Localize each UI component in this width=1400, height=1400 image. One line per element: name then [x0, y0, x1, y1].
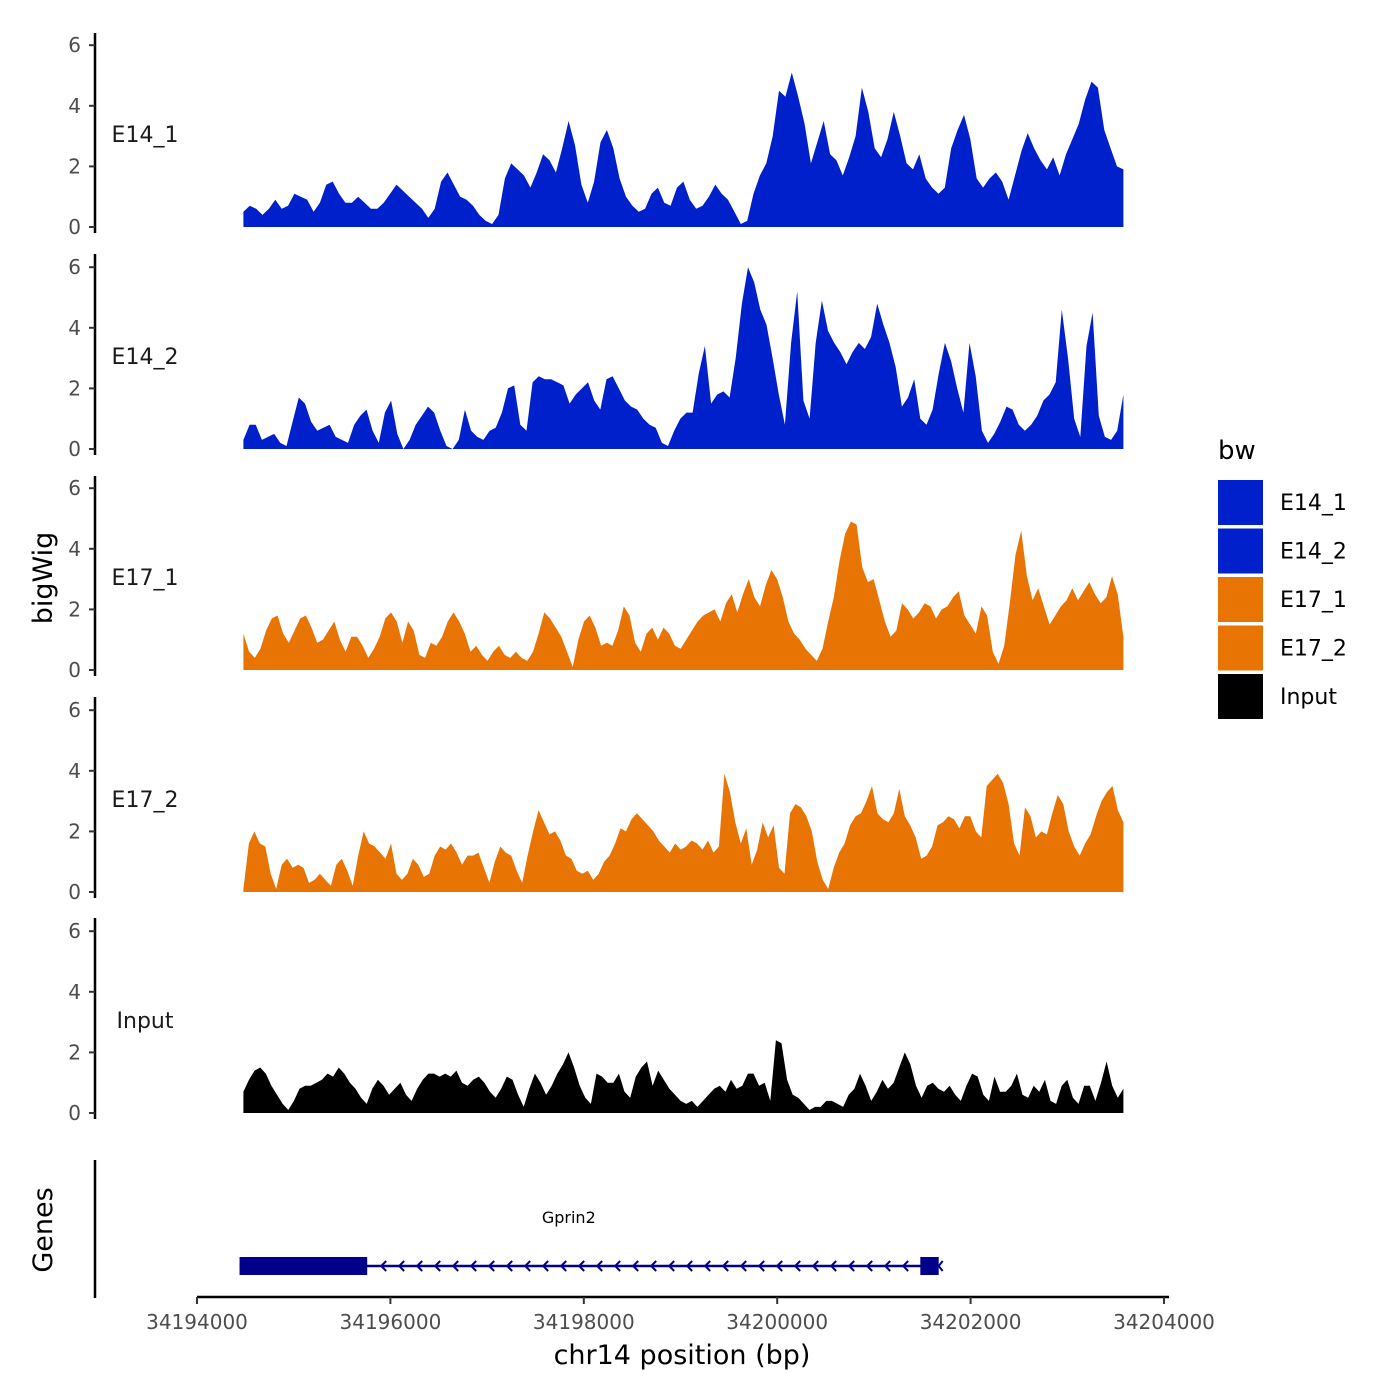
- track-panels: 0 2 4 6 E14_1 0 2 4 6 E14_2 0 2 4 6 E17_1 0 2 4 6 E17_2 0 2 4 6…: [68, 33, 1124, 1125]
- legend-label: Input: [1280, 685, 1337, 710]
- strand-arrow: [397, 1260, 405, 1272]
- strand-arrow: [649, 1260, 657, 1272]
- legend-swatch: [1218, 480, 1263, 525]
- strand-arrow: [379, 1260, 387, 1272]
- y-tick-label: 4: [68, 316, 81, 340]
- legend-label: E14_2: [1280, 540, 1347, 565]
- area-e17-2: [243, 773, 1124, 892]
- y-tick-label: 6: [68, 255, 81, 279]
- strand-arrow: [685, 1260, 693, 1272]
- y-tick-label: 0: [68, 880, 81, 904]
- area-e14-1: [243, 72, 1124, 227]
- legend-swatch: [1218, 577, 1263, 622]
- x-tick-label: 34204000: [1113, 1310, 1215, 1334]
- gene-track: Gprin2: [93, 1160, 944, 1298]
- y-tick-label: 2: [68, 154, 81, 178]
- panel-label: E14_2: [112, 345, 179, 370]
- y-tick-label: 0: [68, 437, 81, 461]
- legend-swatch: [1218, 674, 1263, 719]
- y-tick-label: 4: [68, 759, 81, 783]
- panel-label: E17_1: [112, 566, 179, 591]
- y-tick-label: 6: [68, 698, 81, 722]
- strand-arrow: [469, 1260, 477, 1272]
- x-axis: 34194000 34196000 34198000 34200000 34202000…: [146, 1295, 1215, 1334]
- y-tick-label: 4: [68, 980, 81, 1004]
- strand-arrow: [559, 1260, 567, 1272]
- legend-title: bw: [1218, 436, 1256, 466]
- strand-arrow: [811, 1260, 819, 1272]
- panel-e14-1: 0 2 4 6 E14_1: [68, 33, 1124, 239]
- legend-label: E17_1: [1280, 588, 1347, 613]
- area-e14-2: [243, 267, 1124, 449]
- gene-label: Gprin2: [542, 1208, 596, 1227]
- x-tick-label: 34196000: [340, 1310, 442, 1334]
- strand-arrow: [883, 1260, 891, 1272]
- area-input: [243, 1040, 1124, 1113]
- x-tick-label: 34198000: [533, 1310, 635, 1334]
- panel-e14-2: 0 2 4 6 E14_2: [68, 254, 1124, 461]
- legend-swatch: [1218, 528, 1263, 574]
- panel-e17-1: 0 2 4 6 E17_1: [68, 476, 1124, 682]
- y-tick-label: 2: [68, 376, 81, 400]
- strand-arrow: [415, 1260, 423, 1272]
- panel-e17-2: 0 2 4 6 E17_2: [68, 697, 1124, 904]
- strand-arrow: [613, 1260, 621, 1272]
- strand-arrow: [721, 1260, 729, 1272]
- strand-arrow: [847, 1260, 855, 1272]
- panel-label: Input: [117, 1009, 174, 1034]
- x-tick-label: 34200000: [726, 1310, 828, 1334]
- gene-exon: [920, 1257, 939, 1275]
- y-tick-label: 4: [68, 94, 81, 118]
- legend-swatch: [1218, 625, 1263, 671]
- y-tick-label: 4: [68, 537, 81, 561]
- y-tick-label: 6: [68, 33, 81, 57]
- x-axis-title: chr14 position (bp): [554, 1340, 811, 1371]
- strand-arrow: [595, 1260, 603, 1272]
- strand-arrow: [901, 1260, 909, 1272]
- y-tick-label: 2: [68, 1040, 81, 1064]
- strand-arrow: [541, 1260, 549, 1272]
- strand-arrow: [631, 1260, 639, 1272]
- y-tick-label: 0: [68, 215, 81, 239]
- strand-arrow: [775, 1260, 783, 1272]
- y-tick-label: 2: [68, 597, 81, 621]
- panel-label: E17_2: [112, 788, 179, 813]
- legend-label: E14_1: [1280, 491, 1347, 516]
- y-tick-label: 6: [68, 919, 81, 943]
- strand-arrow: [505, 1260, 513, 1272]
- strand-arrow: [703, 1260, 711, 1272]
- strand-arrow: [577, 1260, 585, 1272]
- y-tick-label: 0: [68, 658, 81, 682]
- strand-arrow: [433, 1260, 441, 1272]
- strand-arrow: [451, 1260, 459, 1272]
- y-tick-label: 6: [68, 476, 81, 500]
- strand-arrow: [757, 1260, 765, 1272]
- y-tick-label: 0: [68, 1101, 81, 1125]
- strand-arrow: [487, 1260, 495, 1272]
- y-tick-label: 2: [68, 819, 81, 843]
- panel-input: 0 2 4 6 Input: [68, 918, 1124, 1125]
- strand-arrow: [739, 1260, 747, 1272]
- legend-label: E17_2: [1280, 637, 1347, 662]
- strand-arrow: [523, 1260, 531, 1272]
- genes-axis-title: Genes: [28, 1187, 59, 1272]
- strand-arrow: [667, 1260, 675, 1272]
- panel-label: E14_1: [112, 123, 179, 148]
- strand-arrow: [829, 1260, 837, 1272]
- y-axis-title: bigWig: [28, 532, 59, 625]
- legend: bw E14_1 E14_2 E17_1 E17_2 Input: [1218, 436, 1347, 719]
- x-tick-label: 34194000: [146, 1310, 248, 1334]
- strand-arrow: [865, 1260, 873, 1272]
- x-tick-label: 34202000: [920, 1310, 1022, 1334]
- area-e17-1: [243, 521, 1124, 670]
- gene-exon: [239, 1257, 368, 1275]
- strand-arrow: [793, 1260, 801, 1272]
